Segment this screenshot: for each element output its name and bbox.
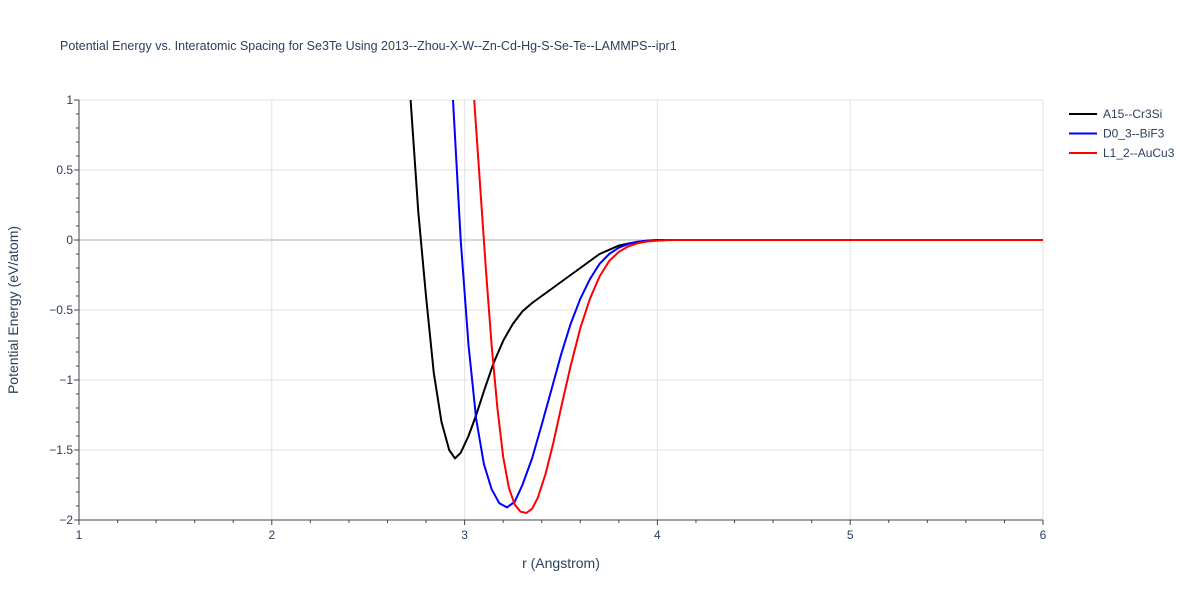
series-line-1	[452, 100, 1043, 509]
x-tick-label: 4	[654, 528, 661, 542]
y-tick-label: −0.5	[49, 303, 73, 317]
x-tick-label: 5	[847, 528, 854, 542]
legend-label: L1_2--AuCu3	[1103, 146, 1175, 160]
x-tick-label: 3	[461, 528, 468, 542]
x-tick-label: 1	[76, 528, 83, 542]
legend-label: D0_3--BiF3	[1103, 127, 1165, 141]
axes	[74, 99, 1044, 525]
x-tick-label: 2	[268, 528, 275, 542]
x-tick-label: 6	[1040, 528, 1047, 542]
y-tick-label: −1	[59, 373, 73, 387]
series-line-0	[409, 100, 1043, 460]
y-tick-label: 0.5	[56, 163, 73, 177]
series-line-2	[473, 100, 1043, 514]
tick-labels: 1 2 3 4 5 6 −2 −1.5 −1 −0.5 0 0.5 1	[49, 93, 1046, 542]
y-tick-label: −2	[59, 513, 73, 527]
legend-item[interactable]: L1_2--AuCu3	[1069, 146, 1175, 160]
chart-title: Potential Energy vs. Interatomic Spacing…	[60, 39, 677, 53]
y-tick-label: −1.5	[49, 443, 73, 457]
grid-lines	[78, 99, 1044, 521]
y-axis-title: Potential Energy (eV/atom)	[5, 226, 21, 394]
series-lines	[409, 100, 1043, 514]
legend-item[interactable]: A15--Cr3Si	[1069, 107, 1162, 121]
legend-label: A15--Cr3Si	[1103, 107, 1162, 121]
y-tick-label: 1	[66, 93, 73, 107]
legend[interactable]: A15--Cr3Si D0_3--BiF3 L1_2--AuCu3	[1069, 107, 1175, 160]
x-axis-title: r (Angstrom)	[522, 555, 600, 571]
y-tick-label: 0	[66, 233, 73, 247]
legend-item[interactable]: D0_3--BiF3	[1069, 127, 1165, 141]
